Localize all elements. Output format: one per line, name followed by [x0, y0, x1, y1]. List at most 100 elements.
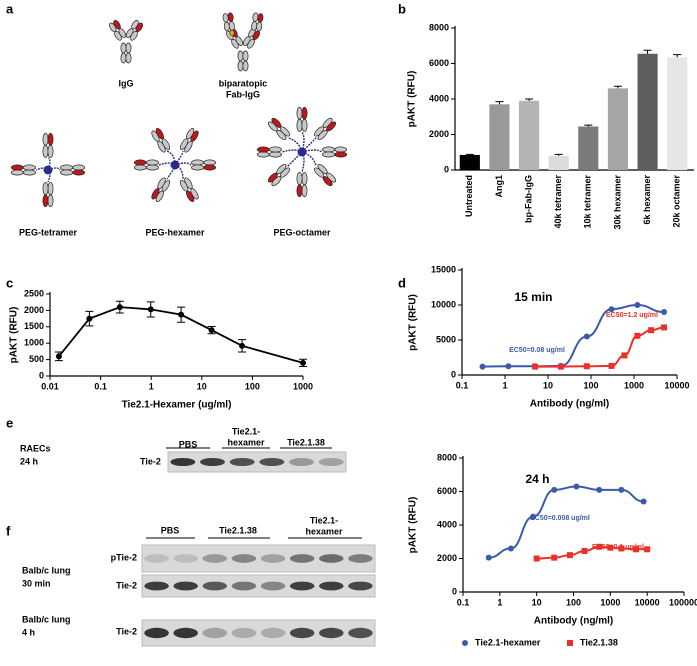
peg-linker: [301, 137, 317, 153]
fab-arm: [11, 164, 36, 176]
domain: [60, 164, 74, 171]
y-tick-label: 8000: [437, 452, 457, 462]
blot-band: [202, 554, 228, 563]
domain: [301, 184, 308, 197]
legend-label: Tie2.1.38: [580, 637, 618, 647]
legend-label: Tie2.1-hexamer: [475, 637, 541, 647]
blot: [167, 451, 347, 473]
sample-label: Balb/c lung: [22, 565, 71, 575]
y-tick-label: 5000: [436, 334, 456, 344]
bar: [637, 53, 658, 170]
data-point: [618, 486, 625, 493]
data-point: [532, 363, 539, 370]
domain: [322, 151, 336, 158]
y-tick-label: 1000: [24, 338, 44, 348]
domain: [334, 146, 347, 153]
y-tick-label: 2000: [24, 305, 44, 315]
diagram-label: PEG-octamer: [273, 227, 331, 237]
x-tick-label: 0.1: [456, 380, 469, 390]
domain: [22, 169, 36, 176]
blot-band: [231, 554, 257, 563]
group-label: Tie2.1-: [310, 515, 338, 525]
fab-arm: [313, 117, 337, 141]
diagram-label: PEG-tetramer: [19, 227, 78, 237]
domain: [120, 52, 127, 64]
fab-arm: [125, 20, 143, 41]
x-tick-label: 100000: [669, 597, 697, 607]
data-point: [300, 359, 306, 366]
annotation: EC50=0.08 ug/ml: [509, 347, 565, 354]
domain: [125, 52, 132, 64]
band-label: Tie-2: [140, 456, 161, 466]
domain: [268, 146, 282, 153]
sample-label: 4 h: [22, 627, 35, 637]
blot-band: [202, 627, 228, 639]
blot-band: [173, 627, 198, 639]
data-point: [507, 545, 514, 552]
data-point: [618, 545, 625, 552]
fab-arm: [296, 107, 308, 132]
data-point: [583, 363, 590, 370]
data-point: [581, 547, 588, 554]
x-tick-label: 40k tetramer: [553, 175, 563, 229]
diagram-label: PEG-hexamer: [145, 227, 205, 237]
x-tick-label: 100: [566, 597, 581, 607]
data-point: [55, 353, 62, 360]
domain: [22, 164, 36, 171]
domain: [120, 42, 127, 54]
y-tick-label: 2000: [437, 553, 457, 563]
blot-band: [144, 581, 169, 591]
domain: [227, 12, 234, 22]
fab-arm: [191, 159, 216, 171]
x-tick-label: 100: [245, 381, 260, 391]
band-label: pTie-2: [111, 552, 137, 562]
domain: [60, 169, 74, 176]
x-tick-label: 10000: [664, 380, 689, 390]
data-point: [640, 498, 647, 505]
data-point: [551, 554, 558, 561]
domain: [203, 164, 216, 171]
blot-band: [348, 554, 373, 563]
data-point: [633, 546, 640, 553]
domain: [42, 182, 49, 196]
blot-band: [144, 554, 169, 563]
domain: [134, 159, 147, 166]
panel-letter: d: [398, 275, 406, 290]
sample-label: RAECs: [20, 443, 51, 453]
data-point: [661, 309, 668, 315]
blot-band: [260, 581, 286, 591]
domain: [72, 169, 85, 176]
band-label: Tie-2: [116, 626, 137, 636]
blot-band: [200, 458, 225, 466]
bar: [607, 88, 629, 170]
data-point: [533, 555, 540, 562]
blot-band: [231, 627, 257, 639]
domain: [191, 164, 205, 171]
domain: [134, 164, 147, 171]
domain: [229, 29, 235, 37]
data-point: [573, 483, 580, 490]
domain: [268, 151, 282, 158]
domain: [42, 194, 49, 207]
data-point: [634, 302, 641, 308]
bar: [548, 155, 569, 170]
y-tick-label: 1500: [24, 321, 44, 331]
group-label: hexamer: [305, 526, 343, 536]
sample-label: 30 min: [22, 578, 51, 588]
chart-title: 24 h: [525, 472, 549, 486]
fab-arm: [222, 12, 235, 32]
blot-band: [170, 458, 196, 466]
x-tick-label: 0.01: [41, 381, 59, 391]
domain: [47, 133, 54, 146]
bar: [518, 100, 540, 170]
peg-core: [297, 147, 307, 157]
data-point: [583, 333, 590, 340]
antibody: [222, 12, 264, 72]
diagram-label: IgG: [119, 78, 134, 88]
fab-arm: [151, 177, 171, 202]
panel-letter: b: [398, 1, 406, 16]
x-tick-label: 1000: [624, 380, 644, 390]
domain: [47, 182, 54, 196]
fab-arm: [42, 133, 54, 158]
y-tick-label: 6000: [429, 58, 449, 68]
